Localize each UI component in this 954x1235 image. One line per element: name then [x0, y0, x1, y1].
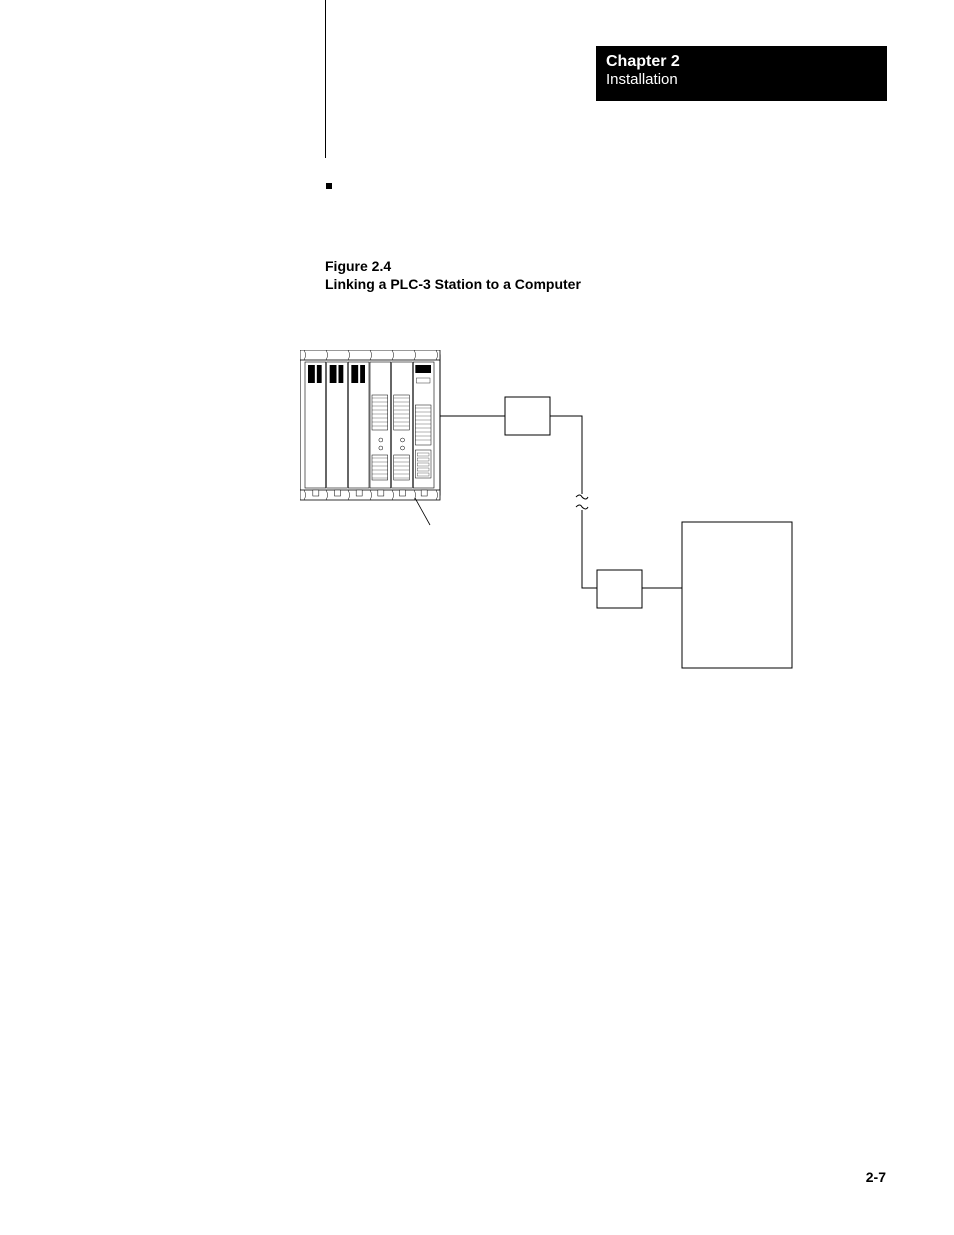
diagram-svg [300, 350, 880, 700]
chapter-number: Chapter 2 [606, 52, 877, 71]
page-number: 2-7 [866, 1169, 886, 1185]
vertical-divider [325, 0, 326, 158]
figure-caption: Figure 2.4 Linking a PLC-3 Station to a … [325, 257, 581, 293]
figure-number: Figure 2.4 [325, 257, 581, 275]
chapter-section: Installation [606, 71, 877, 89]
chapter-header: Chapter 2 Installation [596, 46, 887, 101]
figure-title: Linking a PLC-3 Station to a Computer [325, 275, 581, 293]
plc-diagram [300, 350, 880, 700]
bullet-icon [326, 183, 332, 189]
